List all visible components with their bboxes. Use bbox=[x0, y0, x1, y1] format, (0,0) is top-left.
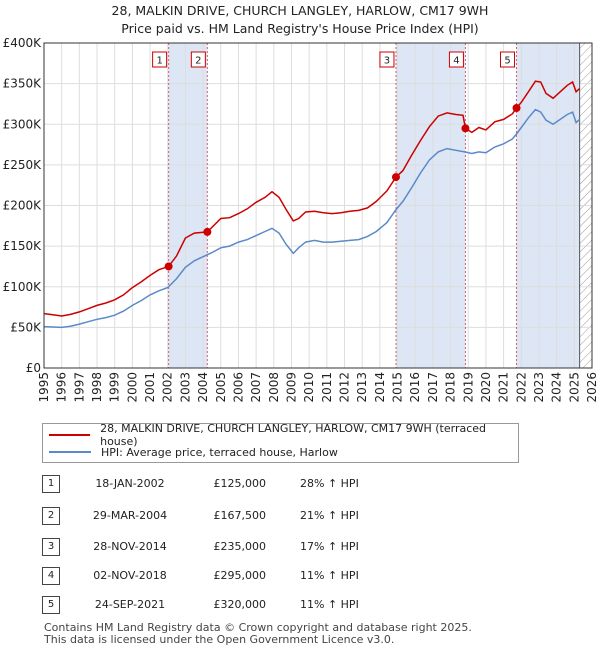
sale-label-box bbox=[448, 51, 464, 68]
x-tick-label: 2022 bbox=[514, 372, 528, 403]
transaction-row: 3 28-NOV-2014 £235,000 17% ↑ HPI bbox=[0, 538, 600, 558]
x-tick-label: 2023 bbox=[532, 372, 546, 403]
transaction-hpi-diff: 11% ↑ HPI bbox=[300, 598, 359, 611]
sale-label: 3 bbox=[384, 56, 390, 67]
x-tick-label: 2001 bbox=[143, 372, 157, 403]
x-tick-label: 2005 bbox=[214, 372, 228, 403]
sale-label: 5 bbox=[504, 56, 510, 67]
x-tick-label: 2020 bbox=[479, 372, 493, 403]
x-tick-label: 2002 bbox=[161, 372, 175, 403]
sale-label-box bbox=[379, 51, 395, 68]
sale-label-box bbox=[500, 51, 516, 68]
legend-item-property: 28, MALKIN DRIVE, CHURCH LANGLEY, HARLOW… bbox=[49, 422, 518, 448]
legend-label-hpi: HPI: Average price, terraced house, Harl… bbox=[101, 445, 338, 459]
transaction-date: 02-NOV-2018 bbox=[93, 569, 167, 582]
sale-point bbox=[461, 124, 470, 133]
transaction-date: 29-MAR-2004 bbox=[92, 509, 168, 522]
chart-title: 28, MALKIN DRIVE, CHURCH LANGLEY, HARLOW… bbox=[111, 3, 489, 18]
sale-point bbox=[512, 104, 521, 112]
legend: 28, MALKIN DRIVE, CHURCH LANGLEY, HARLOW… bbox=[42, 422, 519, 463]
price-chart: 1 2 3 4 5 £0 £50K £100K £150K £200K £250K £300K £350… bbox=[3, 36, 599, 403]
x-tick-label: 2018 bbox=[444, 372, 458, 403]
transaction-date: 28-NOV-2014 bbox=[93, 540, 167, 553]
sale-label: 1 bbox=[156, 56, 162, 67]
sale-point bbox=[203, 227, 212, 236]
transaction-date: 18-JAN-2002 bbox=[95, 477, 165, 490]
sale-label-box bbox=[190, 51, 206, 68]
transaction-number: 4 bbox=[42, 567, 60, 585]
transaction-row: 1 18-JAN-2002 £125,000 28% ↑ HPI bbox=[0, 475, 600, 495]
x-tick-label: 1997 bbox=[72, 372, 86, 403]
x-tick-label: 2007 bbox=[249, 372, 263, 403]
legend-swatch-hpi bbox=[49, 451, 91, 453]
x-tick-label: 2019 bbox=[461, 372, 475, 403]
x-tick-label: 2016 bbox=[408, 372, 422, 403]
x-tick-label: 2004 bbox=[196, 372, 210, 403]
hpi-line bbox=[43, 108, 581, 329]
transaction-hpi-diff: 21% ↑ HPI bbox=[300, 509, 359, 522]
sale-point bbox=[391, 173, 400, 182]
footer-copyright: Contains HM Land Registry data © Crown c… bbox=[44, 621, 472, 634]
transaction-row: 4 02-NOV-2018 £295,000 11% ↑ HPI bbox=[0, 567, 600, 587]
x-tick-label: 1995 bbox=[37, 372, 51, 403]
x-tick-label: 2006 bbox=[231, 372, 245, 403]
chart-subtitle: Price paid vs. HM Land Registry's House … bbox=[121, 21, 479, 36]
x-tick-label: 1998 bbox=[90, 372, 104, 403]
y-tick-label: £200K bbox=[3, 199, 43, 213]
y-tick-label: £150K bbox=[3, 239, 43, 253]
transaction-row: 5 24-SEP-2021 £320,000 11% ↑ HPI bbox=[0, 596, 600, 616]
y-tick-label: £400K bbox=[3, 36, 43, 50]
x-tick-label: 2000 bbox=[125, 372, 139, 403]
x-tick-label: 2014 bbox=[373, 372, 387, 403]
transaction-hpi-diff: 11% ↑ HPI bbox=[300, 569, 359, 582]
sale-label: 4 bbox=[453, 56, 459, 67]
transaction-hpi-diff: 28% ↑ HPI bbox=[300, 477, 359, 490]
y-tick-label: £250K bbox=[3, 158, 43, 172]
legend-swatch-property bbox=[49, 434, 91, 436]
transaction-number: 1 bbox=[42, 475, 60, 493]
sale-point bbox=[164, 262, 173, 271]
x-tick-label: 2003 bbox=[178, 372, 192, 403]
x-tick-label: 2024 bbox=[550, 372, 564, 403]
y-tick-label: £300K bbox=[3, 117, 43, 131]
transaction-price: £295,000 bbox=[213, 569, 267, 582]
plot-frame bbox=[43, 42, 593, 369]
transaction-price: £320,000 bbox=[213, 598, 267, 611]
x-tick-label: 2021 bbox=[497, 372, 511, 403]
sale-label-box bbox=[152, 51, 168, 68]
y-tick-label: £0 bbox=[26, 361, 41, 375]
transaction-number: 5 bbox=[42, 596, 60, 614]
x-tick-label: 2010 bbox=[302, 372, 316, 403]
transaction-hpi-diff: 17% ↑ HPI bbox=[300, 540, 359, 553]
transaction-number: 2 bbox=[42, 507, 60, 525]
x-tick-label: 1999 bbox=[108, 372, 122, 403]
transaction-row: 2 29-MAR-2004 £167,500 21% ↑ HPI bbox=[0, 507, 600, 527]
y-tick-label: £50K bbox=[10, 320, 42, 334]
footer-licence: This data is licensed under the Open Gov… bbox=[44, 633, 395, 646]
transaction-price: £125,000 bbox=[213, 477, 267, 490]
transaction-price: £235,000 bbox=[213, 540, 267, 553]
x-tick-label: 2015 bbox=[391, 372, 405, 403]
x-tick-label: 2009 bbox=[284, 372, 298, 403]
x-tick-label: 2025 bbox=[567, 372, 581, 403]
y-tick-label: £100K bbox=[3, 280, 43, 294]
transaction-number: 3 bbox=[42, 538, 60, 556]
x-tick-label: 2008 bbox=[267, 372, 281, 403]
x-tick-label: 2013 bbox=[355, 372, 369, 403]
x-tick-label: 1996 bbox=[55, 372, 69, 403]
x-tick-label: 2012 bbox=[338, 372, 352, 403]
x-tick-label: 2026 bbox=[585, 372, 599, 403]
transaction-date: 24-SEP-2021 bbox=[94, 598, 166, 611]
x-tick-label: 2011 bbox=[320, 372, 334, 403]
transaction-price: £167,500 bbox=[213, 509, 267, 522]
legend-item-hpi: HPI: Average price, terraced house, Harl… bbox=[49, 444, 338, 460]
y-tick-label: £350K bbox=[3, 77, 43, 91]
sale-label: 2 bbox=[195, 56, 201, 67]
x-tick-label: 2017 bbox=[426, 372, 440, 403]
legend-label-property: 28, MALKIN DRIVE, CHURCH LANGLEY, HARLOW… bbox=[100, 422, 487, 448]
